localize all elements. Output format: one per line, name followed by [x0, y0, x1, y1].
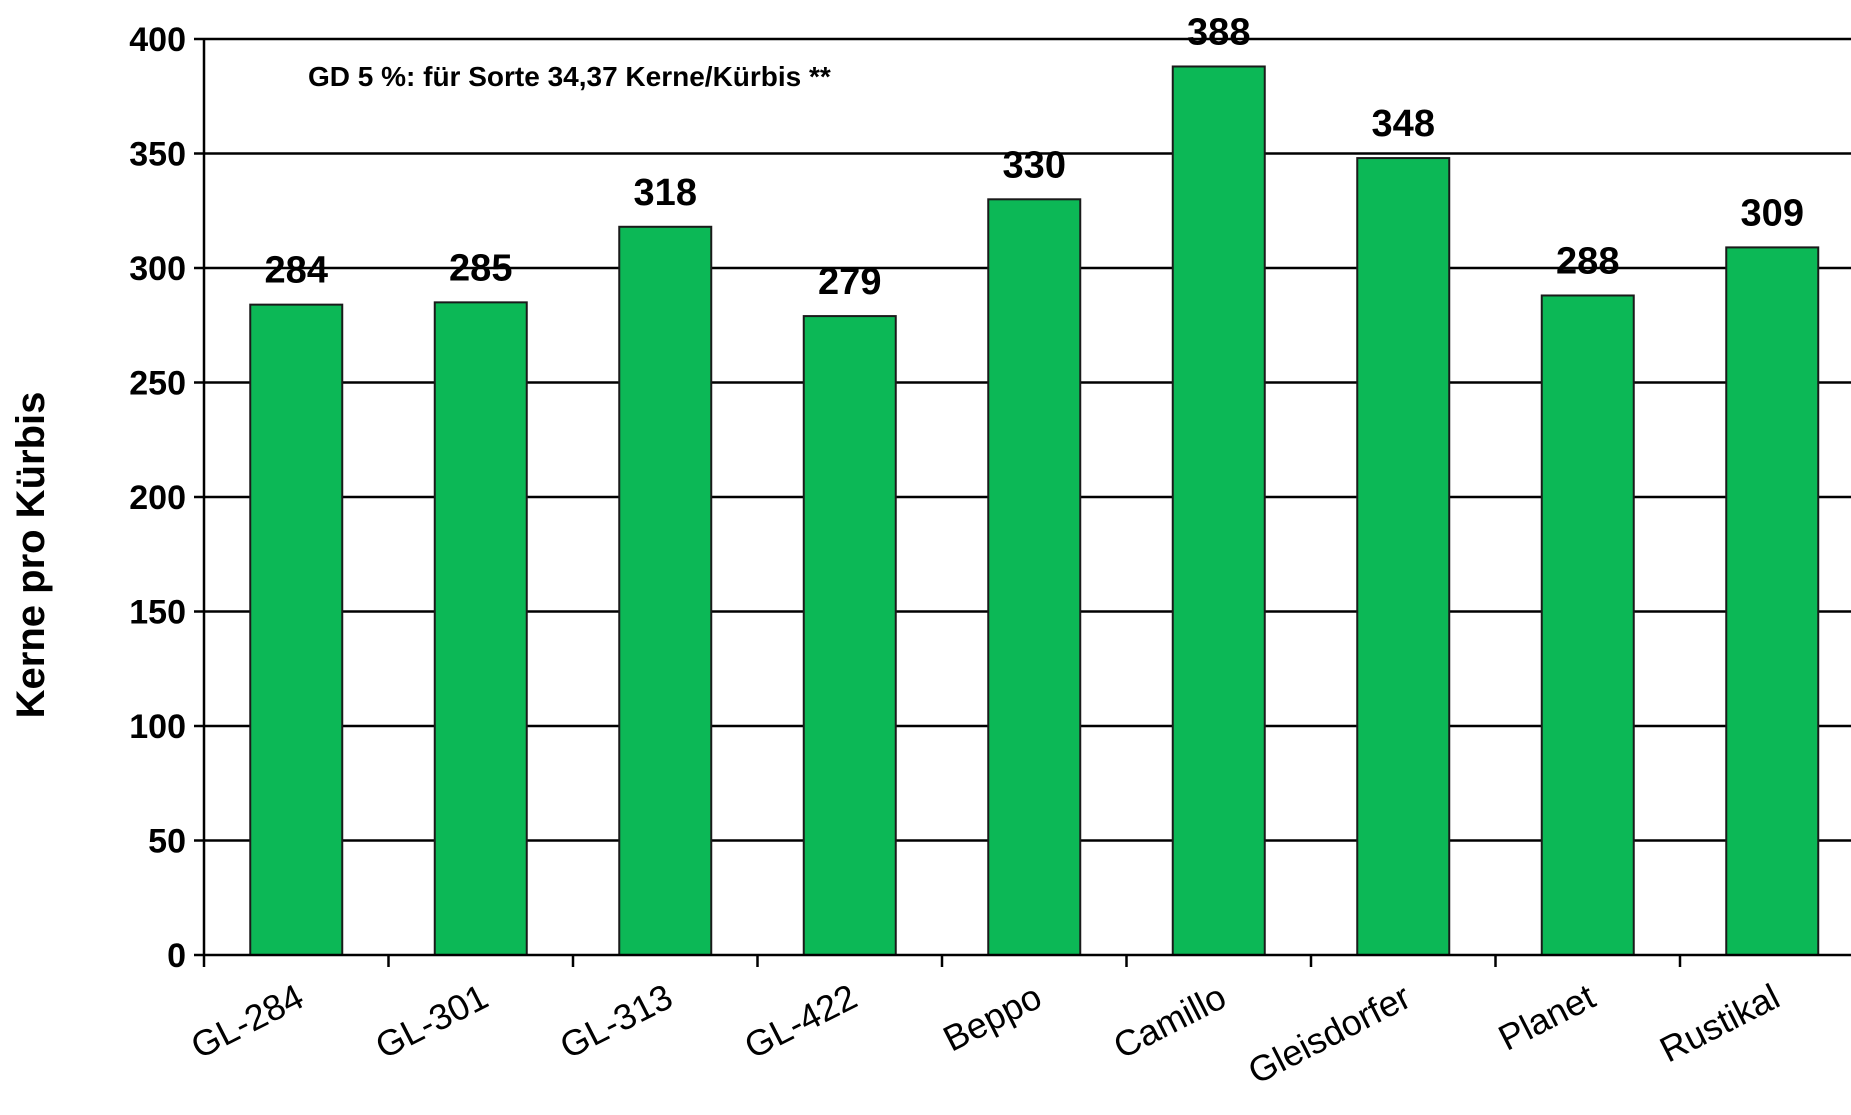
bar-rustikal [1725, 246, 1820, 956]
x-tick-label: GL-313 [553, 976, 679, 1067]
lsd-annotation: GD 5 %: für Sorte 34,37 Kerne/Kürbis ** [308, 61, 831, 92]
data-label: 288 [1556, 240, 1619, 282]
y-tick-label: 150 [129, 594, 186, 632]
x-tick-label: GL-284 [184, 976, 310, 1067]
y-tick-label: 350 [129, 136, 186, 174]
y-axis-title: Kerne pro Kürbis [9, 392, 53, 719]
x-tick-label: Gleisdorfer [1241, 976, 1416, 1092]
axes [194, 37, 1851, 967]
data-label: 330 [1003, 144, 1066, 186]
y-tick-label: 200 [129, 479, 186, 517]
data-label: 348 [1372, 103, 1435, 145]
bars [249, 65, 1820, 957]
x-tick-label: Planet [1492, 976, 1602, 1059]
y-tick-label: 300 [129, 250, 186, 288]
x-tick-label: Rustikal [1653, 976, 1786, 1071]
bar-camillo [1171, 65, 1266, 957]
y-tick-label: 50 [148, 823, 186, 861]
data-label: 279 [818, 261, 881, 303]
y-tick-label: 100 [129, 708, 186, 746]
bar-gl-301 [433, 301, 528, 957]
x-tick-label: Beppo [937, 976, 1048, 1060]
data-label: 285 [449, 247, 512, 289]
data-label: 284 [265, 250, 328, 292]
bar-gl-284 [249, 303, 344, 956]
bar-planet [1540, 294, 1635, 957]
y-tick-label: 400 [129, 21, 186, 59]
data-label: 309 [1741, 192, 1804, 234]
bar-gleisdorfer [1356, 157, 1451, 956]
bar-gl-422 [802, 315, 897, 956]
data-label: 388 [1187, 11, 1250, 53]
y-tick-label: 250 [129, 365, 186, 403]
y-tick-label: 0 [167, 937, 186, 975]
x-tick-label: GL-422 [738, 976, 864, 1067]
bar-beppo [987, 198, 1082, 957]
data-label: 318 [634, 172, 697, 214]
bar-gl-313 [618, 225, 713, 956]
x-tick-label: GL-301 [369, 976, 495, 1067]
x-tick-label: Camillo [1107, 976, 1233, 1067]
